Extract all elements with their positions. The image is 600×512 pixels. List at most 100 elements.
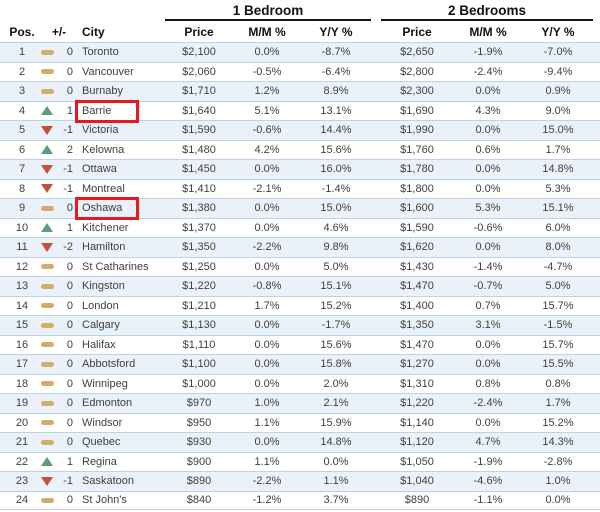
city-cell: Hamilton (81, 238, 165, 257)
1br-yy: 15.8% (320, 358, 352, 371)
city-cell: London (81, 297, 165, 316)
1br-price: $1,640 (182, 104, 216, 117)
city-cell: Kelowna (81, 141, 165, 160)
1br-yy: -6.4% (321, 65, 351, 78)
down-arrow-icon (41, 164, 53, 174)
1br-mm: 1.0% (254, 397, 280, 410)
position-value: 4 (18, 104, 26, 117)
table-row: 4 1 Barrie $1,640 5.1% 13.1% $1,690 4.3%… (0, 99, 600, 123)
1br-yy: 13.1% (320, 104, 352, 117)
1br-price: $970 (186, 397, 212, 410)
city-cell: Burnaby (81, 82, 165, 101)
1br-price: $1,220 (182, 280, 216, 293)
2br-price: $1,760 (400, 143, 434, 156)
1br-mm: 0.0% (254, 221, 280, 234)
1br-yy: 16.0% (320, 163, 352, 176)
1br-mm: 0.0% (254, 319, 280, 332)
table-row: 17 0 Abbotsford $1,100 0.0% 15.8% $1,270… (0, 354, 600, 374)
position-change-value: 1 (66, 221, 73, 234)
trend-icon-cell (37, 141, 57, 160)
group-gap (371, 121, 381, 140)
1br-yy: 14.8% (320, 436, 352, 449)
city-cell: Calgary (81, 316, 165, 335)
col-header-1br-price: Price (184, 24, 214, 39)
flat-dash-icon (40, 283, 54, 289)
2br-price: $1,430 (400, 260, 434, 273)
trend-icon-cell (37, 453, 57, 472)
position-value: 15 (15, 319, 29, 332)
1br-mm: 1.1% (254, 416, 280, 429)
position-value: 5 (18, 124, 26, 137)
trend-icon-cell (37, 297, 57, 316)
city-name: Victoria (82, 124, 119, 137)
1br-price: $1,210 (182, 299, 216, 312)
2br-yy: 14.8% (542, 163, 574, 176)
trend-icon-cell (37, 336, 57, 355)
2br-mm: 0.8% (475, 377, 501, 390)
position-change-value: 0 (66, 319, 73, 332)
position-value: 1 (18, 46, 26, 59)
2br-price: $1,120 (400, 436, 434, 449)
city-name: Winnipeg (82, 377, 128, 390)
1br-mm: 1.1% (254, 455, 280, 468)
flat-dash-icon (40, 264, 54, 270)
group-gap (371, 238, 381, 257)
city-name: Oshawa (82, 202, 123, 215)
2br-yy: 8.0% (545, 241, 571, 254)
col-header-city: City (82, 24, 105, 39)
position-change-value: 0 (66, 46, 73, 59)
city-cell: Edmonton (81, 394, 165, 413)
2br-yy: 5.0% (545, 280, 571, 293)
group-gap (371, 43, 381, 62)
2br-price: $2,650 (400, 46, 434, 59)
1br-yy: 14.4% (320, 124, 352, 137)
group-gap (371, 258, 381, 277)
2br-mm: 0.0% (475, 163, 501, 176)
flat-dash-icon (40, 420, 54, 426)
position-change-value: 2 (66, 143, 73, 156)
position-value: 8 (18, 182, 26, 195)
flat-dash-icon (40, 322, 54, 328)
position-value: 7 (18, 163, 26, 176)
position-change-value: 1 (66, 455, 73, 468)
group-gap (371, 160, 381, 179)
1br-price: $1,380 (182, 202, 216, 215)
table-row: 3 0 Burnaby $1,710 1.2% 8.9% $2,300 0.0%… (0, 81, 600, 101)
col-header-pos: Pos. (9, 24, 35, 39)
2br-price: $1,040 (400, 475, 434, 488)
table-row: 8 -1 Montreal $1,410 -2.1% -1.4% $1,800 … (0, 178, 600, 199)
group-header-1-bedroom: 1 Bedroom (165, 3, 371, 21)
city-name: Edmonton (82, 397, 133, 410)
2br-price: $1,400 (400, 299, 434, 312)
2br-price: $1,270 (400, 358, 434, 371)
col-header-2br-price: Price (402, 24, 432, 39)
1br-yy: 15.9% (320, 416, 352, 429)
city-cell: Saskatoon (81, 472, 165, 491)
1br-price: $1,590 (182, 124, 216, 137)
table-row: 23 -1 Saskatoon $890 -2.2% 1.1% $1,040 -… (0, 471, 600, 491)
table-row: 12 0 St Catharines $1,250 0.0% 5.0% $1,4… (0, 256, 600, 277)
2br-yy: 15.1% (542, 202, 574, 215)
table-row: 13 0 Kingston $1,220 -0.8% 15.1% $1,470 … (0, 276, 600, 296)
group-gap (371, 141, 381, 160)
table-body: 1 0 Toronto $2,100 0.0% -8.7% $2,650 -1.… (0, 42, 600, 510)
1br-price: $1,710 (182, 85, 216, 98)
2br-yy: -7.0% (543, 46, 573, 59)
table-row: 18 0 Winnipeg $1,000 0.0% 2.0% $1,310 0.… (0, 373, 600, 394)
1br-mm: -2.2% (252, 475, 282, 488)
table-row: 16 0 Halifax $1,110 0.0% 15.6% $1,470 0.… (0, 334, 600, 355)
1br-mm: 0.0% (254, 46, 280, 59)
city-name: Ottawa (82, 163, 117, 176)
city-name: Vancouver (82, 65, 134, 78)
column-header-row: Pos. +/- City Price M/M % Y/Y % Price M/… (0, 21, 600, 42)
2br-yy: 15.7% (542, 299, 574, 312)
2br-price: $1,050 (400, 455, 434, 468)
2br-yy: 0.9% (545, 85, 571, 98)
position-change-value: -1 (63, 124, 73, 137)
group-gap (371, 433, 381, 452)
1br-yy: 15.6% (320, 338, 352, 351)
1br-price: $1,100 (182, 358, 216, 371)
table-row: 14 0 London $1,210 1.7% 15.2% $1,400 0.7… (0, 295, 600, 316)
city-cell: St Catharines (81, 258, 165, 277)
group-gap (371, 297, 381, 316)
